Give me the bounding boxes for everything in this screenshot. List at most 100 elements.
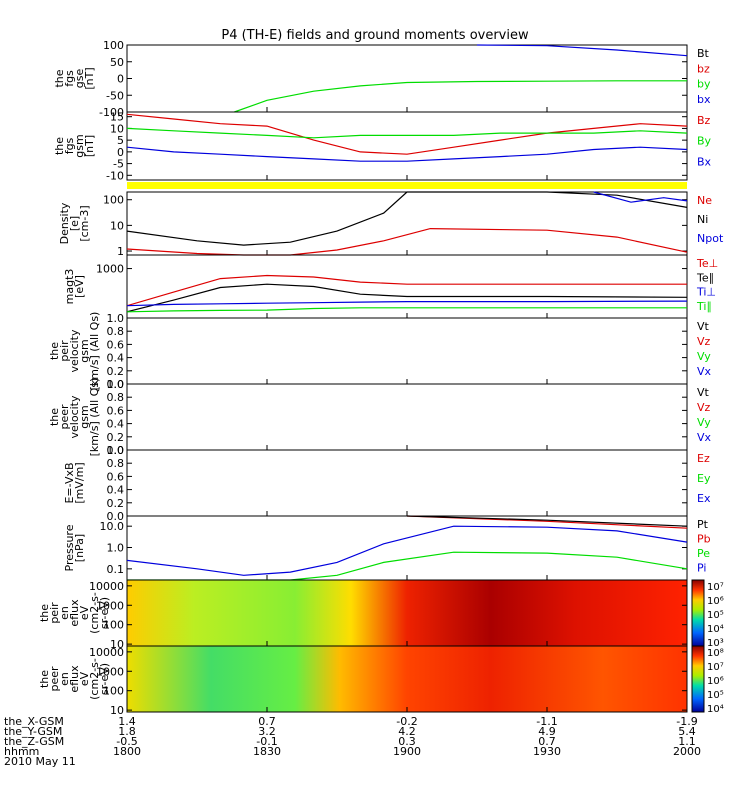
legend-Ni: Ni: [697, 213, 708, 226]
y-axis-label: [km/s] (All Qs): [88, 312, 101, 391]
colorbar-tick-label: 10⁷: [707, 662, 724, 673]
y-tick-label: 0.8: [107, 391, 125, 404]
colorbar-tick-label: 10⁶: [707, 676, 724, 687]
colorbar-tick-label: 10⁸: [707, 648, 724, 659]
y-axis-label: en: [58, 606, 71, 620]
y-tick-label: 0.2: [107, 431, 125, 444]
y-tick-label: 5: [117, 134, 124, 147]
ephemeris-value: 1930: [533, 745, 561, 758]
series-Ti⊥: [126, 300, 688, 307]
y-tick-label: 0: [117, 73, 124, 86]
legend-bx: bx: [697, 93, 711, 106]
panel-fgs_gse: [126, 44, 688, 113]
legend-Vt: Vt: [697, 320, 710, 333]
series-Bt: [476, 44, 688, 57]
colorbar-tick-label: 10⁴: [707, 624, 724, 635]
ephemeris-value: 1.1: [678, 735, 696, 748]
legend-Bx: Bx: [697, 155, 712, 168]
series-Bx: [126, 146, 688, 162]
y-axis-label: gsm: [78, 339, 91, 362]
legend-Vt: Vt: [697, 386, 710, 399]
ephemeris-value: -0.2: [396, 715, 417, 728]
colorbar-tick-label: 10⁵: [707, 610, 724, 621]
panel-peir_velocity: [126, 317, 688, 385]
y-tick-label: 0.2: [107, 497, 125, 510]
y-tick-label: 0: [117, 146, 124, 159]
legend-By: By: [697, 135, 712, 148]
ephemeris-label: hhmm: [4, 745, 39, 758]
y-tick-label: 0.6: [107, 470, 125, 483]
legend-Vy: Vy: [697, 350, 711, 363]
series-By: [126, 127, 688, 139]
series-Pt: [406, 515, 688, 527]
ephemeris-value: -1.1: [536, 715, 557, 728]
legend-Ti∥: Ti∥: [696, 300, 712, 313]
ephemeris-value: 1900: [393, 745, 421, 758]
ephemeris-value: 5.4: [678, 725, 696, 738]
colorbar-tick-label: 10⁷: [707, 582, 724, 593]
y-tick-label: 0.6: [107, 404, 125, 417]
ephemeris-value: 4.9: [538, 725, 556, 738]
y-axis-label: [nPa]: [73, 534, 86, 562]
legend-Bt: Bt: [697, 47, 710, 60]
panel-density: [126, 191, 688, 256]
y-tick-label: 10.0: [100, 520, 125, 533]
y-axis-label: eV: [78, 605, 91, 620]
y-axis-label: Density: [58, 202, 71, 244]
series-Ti∥: [126, 307, 687, 313]
y-tick-label: 100: [103, 194, 124, 207]
y-tick-label: 10000: [89, 646, 124, 659]
colorbar-tick-label: 10⁵: [707, 690, 724, 701]
colorbar-tick-label: 10³: [707, 638, 724, 649]
y-axis-label: velocity: [68, 329, 81, 372]
y-axis-label: peir: [58, 340, 71, 362]
y-axis-label: Pressure: [63, 524, 76, 571]
panel-efield: [126, 449, 688, 517]
y-tick-label: 100: [103, 39, 124, 52]
y-tick-label: 1.0: [107, 378, 125, 391]
panel-peer_velocity: [126, 383, 688, 451]
legend-bz: bz: [697, 62, 710, 75]
ephemeris-value: 0.7: [538, 735, 556, 748]
ephemeris-value: 1800: [113, 745, 141, 758]
y-axis-label: the: [53, 137, 66, 155]
date-label: 2010 May 11: [4, 755, 76, 768]
y-axis-label: E=-VxB: [63, 462, 76, 503]
y-axis-label: peer: [48, 666, 61, 692]
y-axis-label: [mV/m]: [73, 462, 86, 503]
y-axis-label: the: [53, 69, 66, 87]
y-axis-label: gse: [73, 69, 86, 89]
y-tick-label: 0.2: [107, 365, 125, 378]
y-tick-label: 0.4: [107, 352, 125, 365]
y-tick-label: 0.4: [107, 484, 125, 497]
legend-Vy: Vy: [697, 416, 711, 429]
y-axis-label: [e]: [68, 216, 81, 231]
y-axis-label: fgs: [63, 137, 76, 154]
y-tick-label: 1000: [96, 599, 124, 612]
y-tick-label: -100: [99, 106, 124, 119]
y-tick-label: 1.0: [107, 542, 125, 555]
ephemeris-value: 1.4: [118, 715, 136, 728]
ephemeris-value: -1.9: [676, 715, 697, 728]
y-tick-label: 0.4: [107, 418, 125, 431]
panel-frame: [126, 191, 688, 256]
colorbar-tick-label: 10⁴: [707, 704, 724, 715]
series-by: [234, 80, 687, 113]
page-title: P4 (TH-E) fields and ground moments over…: [221, 28, 529, 43]
spectrogram-peir_spec: [127, 580, 687, 646]
y-tick-label: 0.8: [107, 457, 125, 470]
ephemeris-label: the_X-GSM: [4, 715, 64, 728]
y-axis-label: en: [58, 672, 71, 686]
legend-Pi: Pi: [697, 562, 706, 575]
panel-frame: [126, 254, 688, 319]
y-tick-label: 0.0: [107, 510, 125, 523]
y-axis-label: the: [38, 604, 51, 622]
series-Ni: [126, 191, 688, 246]
legend-Ez: Ez: [697, 452, 710, 465]
y-axis-label: the: [48, 408, 61, 426]
y-axis-label: magt3: [63, 269, 76, 305]
series-Bz: [126, 113, 688, 155]
quality-flag-bar: [127, 182, 687, 189]
panel-frame: [126, 44, 688, 113]
legend-Npot: Npot: [697, 232, 724, 245]
